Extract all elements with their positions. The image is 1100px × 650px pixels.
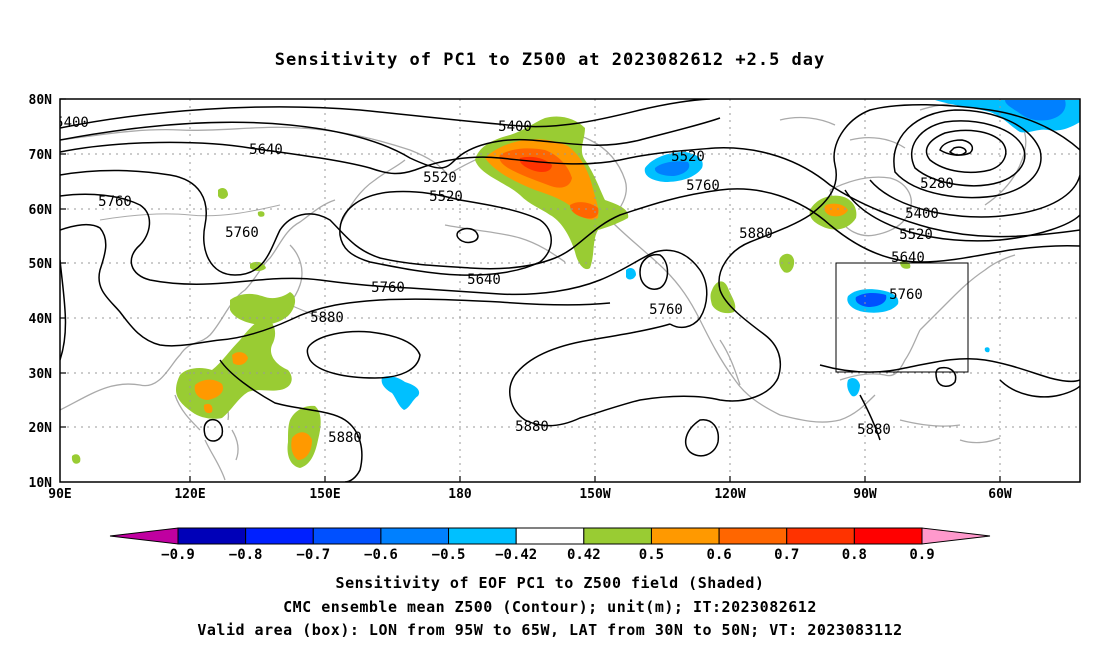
contour-label: 5760 [225,225,259,241]
sensitivity-shading [71,100,1080,468]
contour-label: 5520 [429,189,463,205]
colorbar-label: −0.9 [161,547,195,563]
contour-label: 5760 [98,194,132,210]
contour-label: 5400 [498,119,532,135]
contour-label: 5520 [671,149,705,165]
lon-label: 90E [48,487,71,502]
colorbar-swatch [583,527,652,545]
contour-label: 5760 [371,280,405,296]
colorbar-label: −0.5 [432,547,466,563]
lon-label: 180 [448,487,472,502]
latitude-labels: 80N 70N 60N 50N 40N 30N 20N 10N [29,93,53,491]
axis-ticks [60,98,1001,482]
contour-label: 5760 [649,302,683,318]
colorbar-swatch [853,527,923,545]
contour-label: 5880 [328,430,362,446]
contour-label: 5520 [423,170,457,186]
lat-label: 10N [29,476,53,491]
contour-label: 5640 [891,250,925,266]
colorbar-swatch [312,527,382,545]
colorbar-swatch [515,527,585,545]
contour-label: 5640 [249,142,283,158]
colorbar-label: 0.42 [567,547,601,563]
colorbar-label: 0.8 [842,547,867,563]
colorbar-label: 0.6 [706,547,731,563]
contour-label: 5880 [310,310,344,326]
contour-label: 5400 [905,206,939,222]
colorbar-label: 0.7 [774,547,799,563]
footer-line-2: CMC ensemble mean Z500 (Contour); unit(m… [283,598,817,616]
contour-labels: 5400 5640 5760 5760 5520 5520 5400 5520 … [55,115,954,446]
colorbar-swatch [650,527,720,545]
lon-label: 120E [174,487,205,502]
contour-label: 5640 [467,272,501,288]
colorbar-arrow-low [109,527,179,545]
lat-label: 20N [29,421,53,436]
colorbar-label: −0.42 [495,547,537,563]
colorbar-swatch [177,527,247,545]
lon-label: 90W [853,487,877,502]
colorbar-swatch [245,527,314,545]
colorbar-label: 0.9 [909,547,934,563]
lat-label: 40N [29,312,53,327]
contour-label: 5520 [899,227,933,243]
lon-label: 150W [579,487,610,502]
contour-label: 5880 [515,419,549,435]
contour-label: 5400 [55,115,89,131]
colorbar-label: −0.7 [296,547,330,563]
colorbar-label: 0.5 [639,547,664,563]
colorbar-arrow-high [921,527,991,545]
colorbar-swatch [786,527,855,545]
contour-label: 5760 [686,178,720,194]
footer-line-3: Valid area (box): LON from 95W to 65W, L… [197,621,903,639]
footer-line-1: Sensitivity of EOF PC1 to Z500 field (Sh… [335,574,765,592]
map-title: Sensitivity of PC1 to Z500 at 2023082612… [274,50,826,70]
colorbar-swatch [718,527,788,545]
z500-contours [60,99,1080,482]
lon-label: 120W [714,487,745,502]
lat-label: 70N [29,148,53,163]
lat-label: 80N [29,93,53,108]
contour-label: 5280 [920,176,954,192]
lon-label: 150E [309,487,340,502]
colorbar-label: −0.6 [364,547,398,563]
lat-label: 50N [29,257,53,272]
colorbar-label: −0.8 [229,547,263,563]
map-frame [59,98,1081,483]
lat-label: 60N [29,203,53,218]
longitude-labels: 90E 120E 150E 180 150W 120W 90W 60W [48,487,1012,502]
colorbar-swatch [380,527,450,545]
lat-label: 30N [29,367,53,382]
contour-label: 5760 [889,287,923,303]
contour-label: 5880 [857,422,891,438]
contour-label: 5880 [739,226,773,242]
colorbar: −0.9 −0.8 −0.7 −0.6 −0.5 −0.42 0.42 0.5 0.6 0.7 0.… [109,527,991,563]
lon-label: 60W [988,487,1012,502]
colorbar-swatch [448,527,517,545]
valid-area-box [835,262,969,373]
